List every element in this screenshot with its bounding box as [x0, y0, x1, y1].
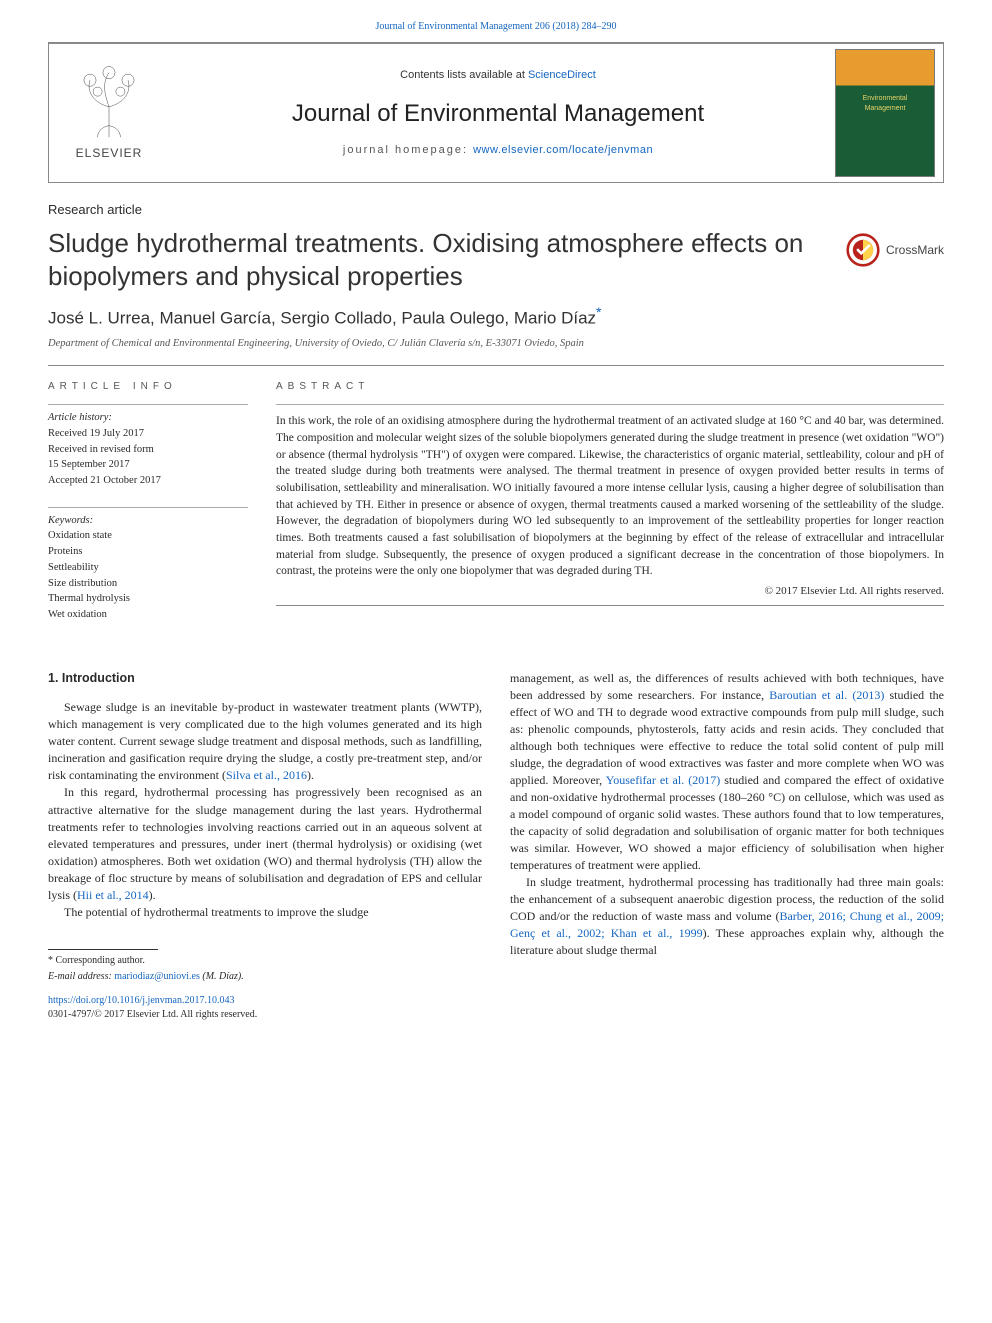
email-link[interactable]: mariodiaz@uniovi.es [114, 971, 200, 982]
body-paragraph: management, as well as, the differences … [510, 670, 944, 874]
keyword: Proteins [48, 545, 248, 560]
body-paragraph: The potential of hydrothermal treatments… [48, 904, 482, 921]
cover-title-2: Management [836, 104, 934, 114]
body-columns: 1. Introduction Sewage sludge is an inev… [48, 670, 944, 1023]
keyword: Settleability [48, 561, 248, 576]
abstract-rule-top [276, 404, 944, 405]
body-paragraph: In this regard, hydrothermal processing … [48, 784, 482, 903]
journal-name: Journal of Environmental Management [179, 97, 817, 131]
body-col-left: 1. Introduction Sewage sludge is an inev… [48, 670, 482, 1023]
email-label: E-mail address: [48, 971, 114, 982]
footnote-rule [48, 949, 158, 950]
abstract-text: In this work, the role of an oxidising a… [276, 413, 944, 580]
cover-title-1: Environmental [836, 94, 934, 104]
email-line: E-mail address: mariodiaz@uniovi.es (M. … [48, 970, 482, 984]
elsevier-tree-icon [71, 65, 147, 141]
article-type: Research article [48, 201, 944, 219]
authors-text: José L. Urrea, Manuel García, Sergio Col… [48, 309, 596, 328]
info-abstract-row: ARTICLE INFO Article history: Received 1… [48, 365, 944, 623]
citation-link[interactable]: Hii et al., 2014 [77, 888, 149, 902]
contents-line: Contents lists available at ScienceDirec… [179, 68, 817, 83]
body-paragraph: Sewage sludge is an inevitable by-produc… [48, 699, 482, 784]
journal-cover-thumb: Environmental Management [835, 49, 935, 177]
publisher-name: ELSEVIER [76, 145, 143, 162]
article-info-heading: ARTICLE INFO [48, 380, 248, 394]
journal-banner: ELSEVIER Contents lists available at Sci… [48, 43, 944, 183]
text-run: ). [307, 768, 314, 782]
abstract-rule-bottom [276, 605, 944, 606]
accepted-date: Accepted 21 October 2017 [48, 474, 248, 489]
section-1-heading: 1. Introduction [48, 670, 482, 688]
revised-line-2: 15 September 2017 [48, 458, 248, 473]
doi-block: https://doi.org/10.1016/j.jenvman.2017.1… [48, 994, 482, 1022]
citation-link[interactable]: Yousefifar et al. (2017) [606, 773, 720, 787]
info-rule-2 [48, 507, 248, 508]
history-label: Article history: [48, 411, 248, 426]
text-run: In this regard, hydrothermal processing … [48, 785, 482, 901]
keyword: Oxidation state [48, 529, 248, 544]
received-date: Received 19 July 2017 [48, 427, 248, 442]
article-info-column: ARTICLE INFO Article history: Received 1… [48, 380, 248, 623]
homepage-link[interactable]: www.elsevier.com/locate/jenvman [473, 144, 653, 156]
citation-link[interactable]: Baroutian et al. (2013) [769, 688, 884, 702]
crossmark-icon [846, 233, 880, 267]
banner-center: Contents lists available at ScienceDirec… [169, 62, 827, 164]
abstract-copyright: © 2017 Elsevier Ltd. All rights reserved… [276, 584, 944, 599]
info-rule-1 [48, 404, 248, 405]
keywords-label: Keywords: [48, 514, 248, 529]
corresponding-author-note: * Corresponding author. [48, 954, 482, 968]
homepage-line: journal homepage: www.elsevier.com/locat… [179, 143, 817, 158]
crossmark-badge[interactable]: CrossMark [846, 233, 944, 267]
text-run: ). [149, 888, 156, 902]
body-paragraph: In sludge treatment, hydrothermal proces… [510, 874, 944, 959]
keyword: Size distribution [48, 577, 248, 592]
contents-prefix: Contents lists available at [400, 69, 528, 81]
citation-link[interactable]: Silva et al., 2016 [226, 768, 307, 782]
revised-line-1: Received in revised form [48, 443, 248, 458]
sciencedirect-link[interactable]: ScienceDirect [528, 69, 596, 81]
citation-link[interactable]: Journal of Environmental Management 206 … [375, 21, 616, 32]
citation-header: Journal of Environmental Management 206 … [48, 20, 944, 34]
doi-link[interactable]: https://doi.org/10.1016/j.jenvman.2017.1… [48, 995, 234, 1006]
keywords-block: Keywords: Oxidation state Proteins Settl… [48, 507, 248, 623]
email-person: (M. Díaz). [200, 971, 244, 982]
title-row: Sludge hydrothermal treatments. Oxidisin… [48, 227, 944, 292]
keyword: Wet oxidation [48, 608, 248, 623]
affiliation: Department of Chemical and Environmental… [48, 337, 944, 352]
issn-copyright: 0301-4797/© 2017 Elsevier Ltd. All right… [48, 1008, 482, 1022]
body-col-right: management, as well as, the differences … [510, 670, 944, 1023]
keyword: Thermal hydrolysis [48, 592, 248, 607]
abstract-heading: ABSTRACT [276, 380, 944, 394]
abstract-column: ABSTRACT In this work, the role of an ox… [276, 380, 944, 623]
text-run: studied and compared the effect of oxida… [510, 773, 944, 872]
corresponding-mark: * [596, 305, 602, 321]
author-list: José L. Urrea, Manuel García, Sergio Col… [48, 304, 944, 330]
footer-block: * Corresponding author. E-mail address: … [48, 949, 482, 1023]
homepage-prefix: journal homepage: [343, 144, 473, 156]
publisher-logo-block: ELSEVIER [49, 44, 169, 182]
crossmark-label: CrossMark [886, 242, 944, 259]
article-title: Sludge hydrothermal treatments. Oxidisin… [48, 227, 834, 292]
